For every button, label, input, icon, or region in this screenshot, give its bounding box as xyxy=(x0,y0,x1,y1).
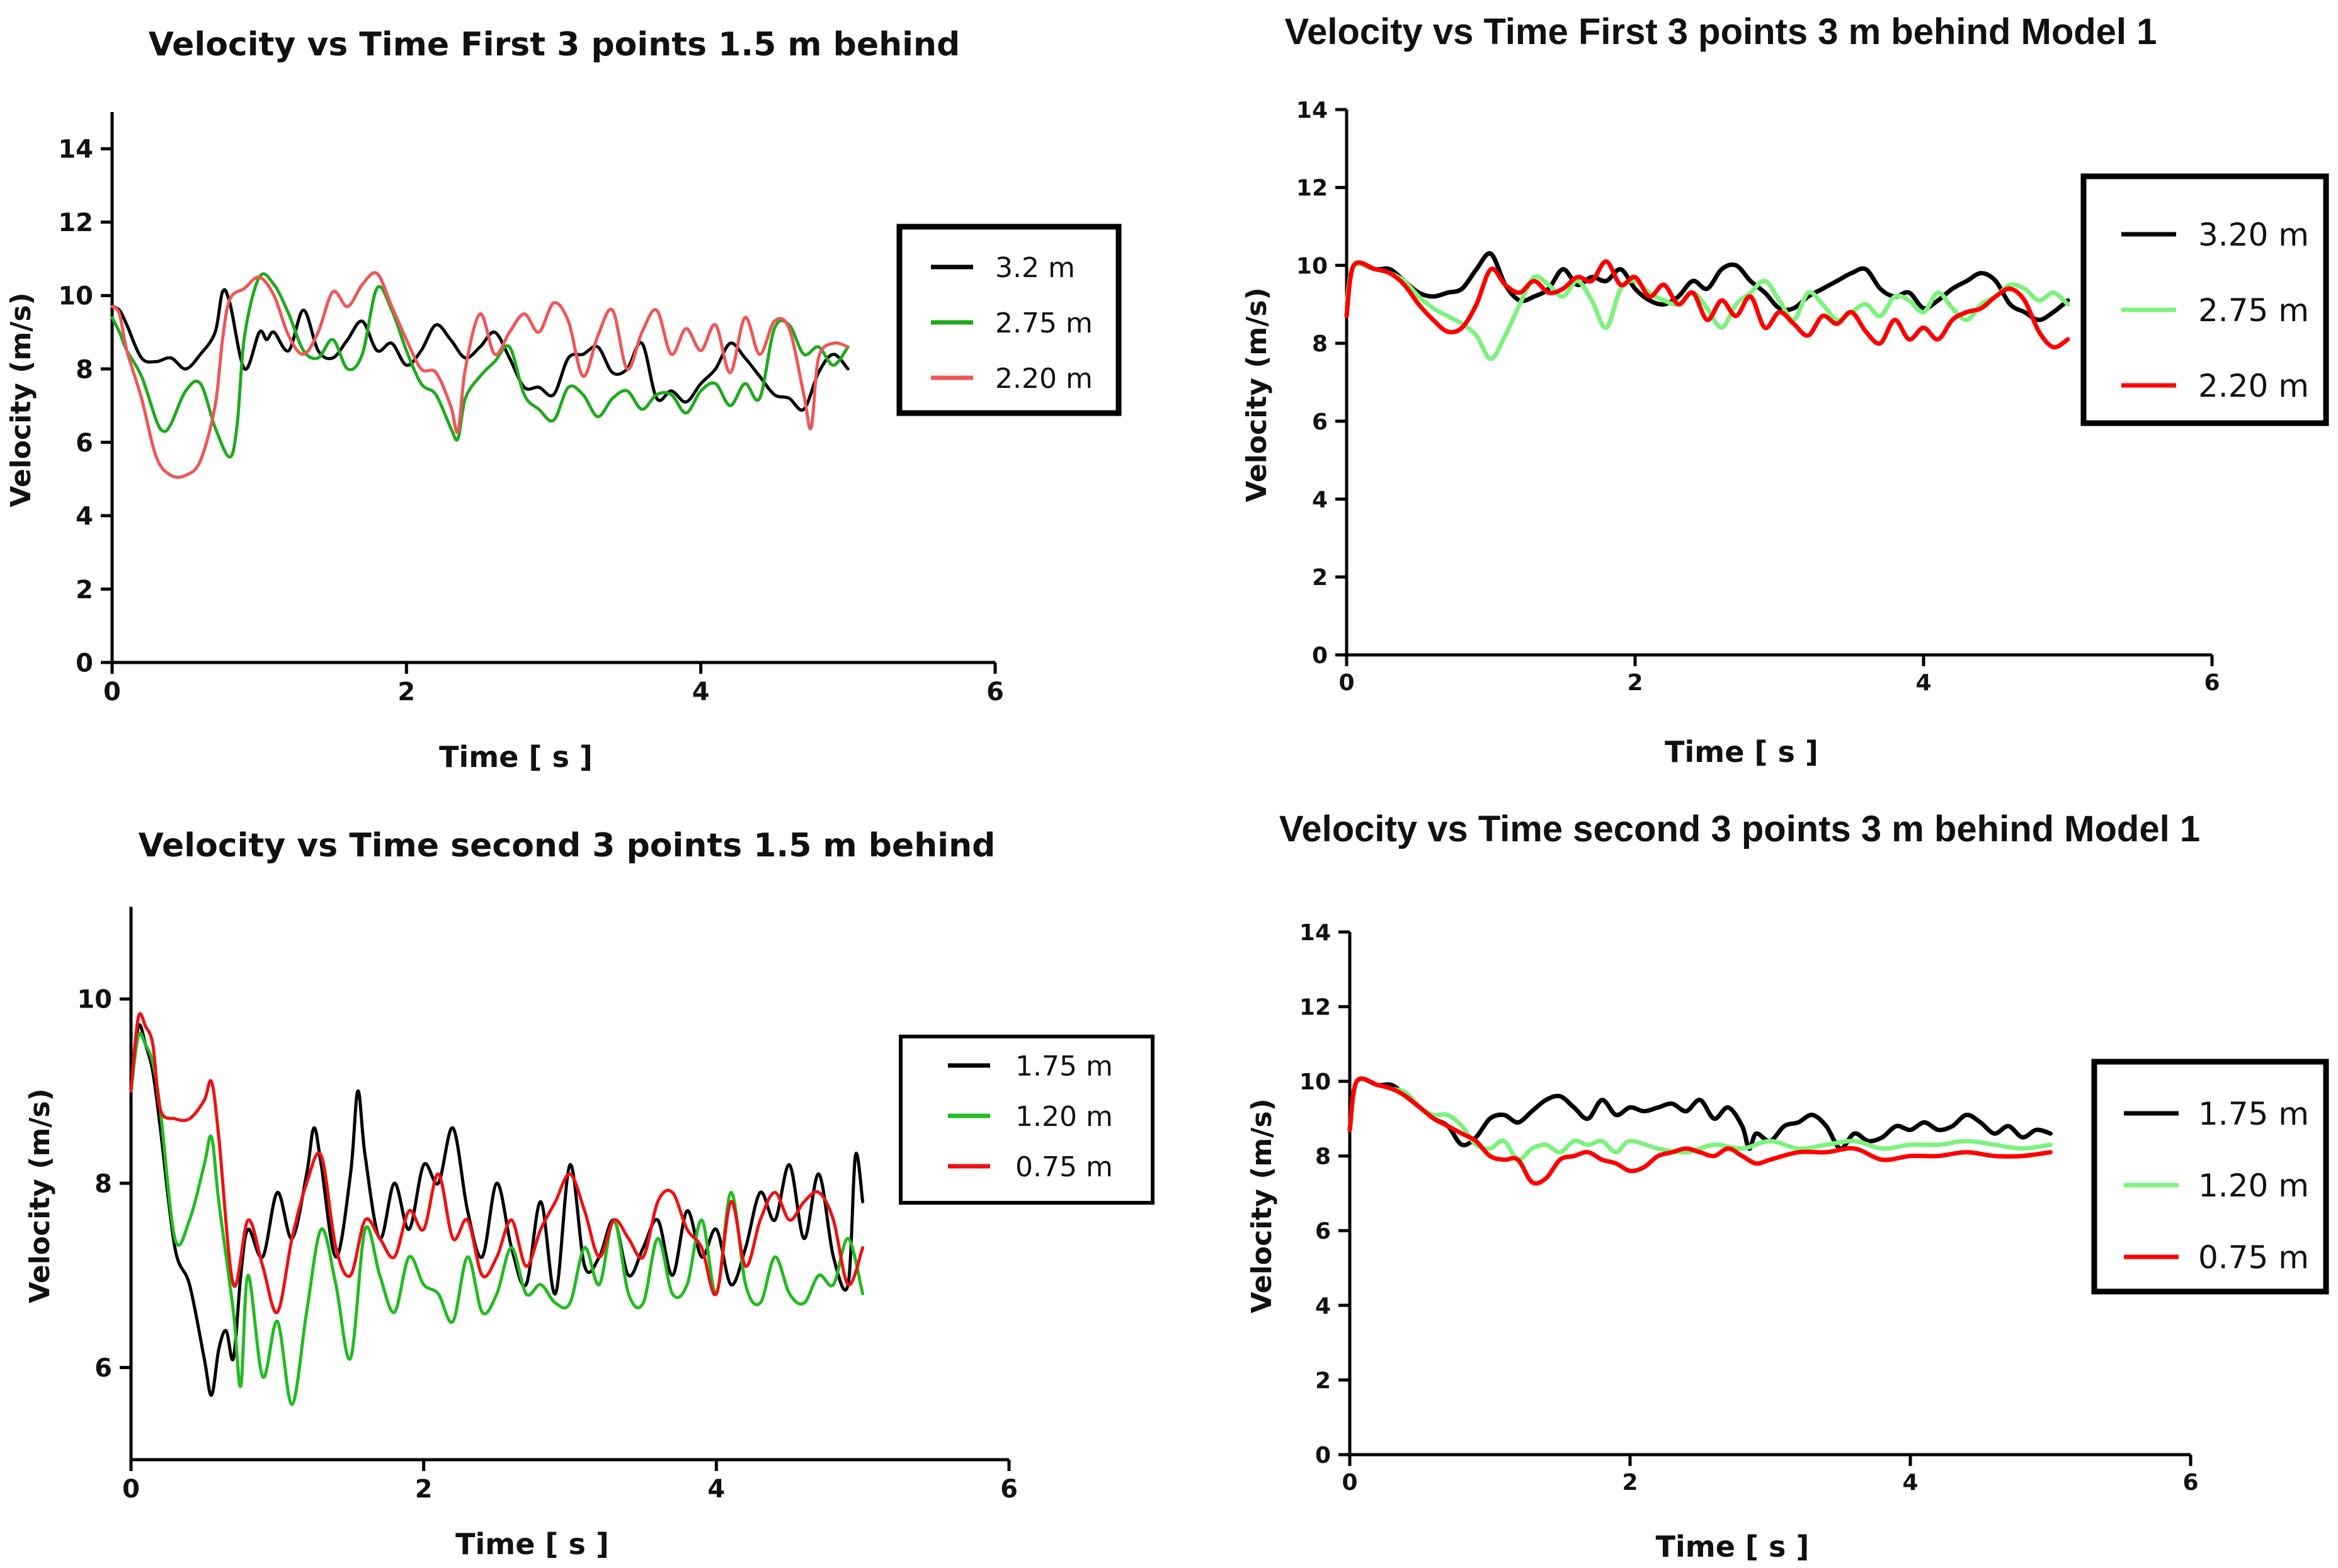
legend-label: 2.75 m xyxy=(995,307,1093,339)
y-tick-label: 14 xyxy=(58,135,93,164)
y-tick-label: 2 xyxy=(76,576,93,605)
y-tick-label: 12 xyxy=(58,208,93,237)
legend-label: 1.75 m xyxy=(2198,1096,2309,1132)
legend-label: 2.20 m xyxy=(2198,368,2309,404)
y-tick-label: 2 xyxy=(1315,1368,1331,1394)
y-tick-label: 8 xyxy=(76,355,93,384)
x-tick-label: 4 xyxy=(1902,1470,1918,1496)
y-tick-label: 10 xyxy=(1296,253,1328,279)
legend-label: 1.20 m xyxy=(2198,1167,2309,1204)
x-tick-label: 4 xyxy=(1915,670,1931,696)
y-tick-label: 6 xyxy=(1312,409,1328,435)
y-tick-label: 4 xyxy=(76,502,93,531)
y-tick-label: 8 xyxy=(1312,331,1328,357)
y-tick-label: 0 xyxy=(1315,1443,1331,1469)
series-line-3-20-m xyxy=(1344,251,2070,322)
x-axis-label: Time [ s ] xyxy=(455,1527,609,1561)
legend-box xyxy=(899,1035,1155,1205)
y-axis-label: Velocity (m/s) xyxy=(24,1088,56,1303)
series-line-3-2-m xyxy=(110,288,850,412)
legend-label: 0.75 m xyxy=(1015,1151,1113,1183)
legend: 1.75 m 1.20 m 0.75 m xyxy=(899,1035,1155,1205)
y-tick-label: 14 xyxy=(1296,98,1328,123)
y-tick-label: 4 xyxy=(1312,487,1328,513)
legend-box xyxy=(896,224,1122,416)
y-axis-label: Velocity (m/s) xyxy=(1246,1098,1278,1313)
y-tick-label: 2 xyxy=(1312,565,1328,591)
y-axis-label: Velocity (m/s) xyxy=(5,292,37,507)
legend: 1.75 m 1.20 m 0.75 m xyxy=(2091,1059,2329,1295)
x-tick-label: 2 xyxy=(397,678,415,707)
chart-title: Velocity vs Time second 3 points 1.5 m b… xyxy=(139,827,996,865)
chart-panel-3: Velocity vs Time second 3 points 1.5 m b… xyxy=(24,827,1155,1561)
x-tick-label: 6 xyxy=(1000,1475,1018,1504)
x-tick-label: 0 xyxy=(103,678,121,707)
chart-panel-1: Velocity vs Time First 3 points 1.5 m be… xyxy=(5,26,1122,774)
x-tick-label: 4 xyxy=(692,678,710,707)
legend-label: 1.20 m xyxy=(1015,1101,1113,1133)
y-tick-label: 6 xyxy=(94,1354,112,1383)
y-tick-label: 0 xyxy=(1312,643,1328,669)
x-tick-label: 0 xyxy=(1338,670,1354,696)
x-tick-label: 6 xyxy=(2182,1470,2198,1496)
y-tick-label: 0 xyxy=(76,649,93,678)
chart-panel-2: Velocity vs Time First 3 points 3 m behi… xyxy=(1241,11,2329,769)
x-axis-label: Time [ s ] xyxy=(439,740,593,774)
legend-box xyxy=(2080,173,2329,426)
series-line-1-75-m xyxy=(1347,1076,2053,1151)
x-tick-label: 0 xyxy=(122,1475,140,1504)
series-line-2-20-m xyxy=(1344,259,2070,349)
x-tick-label: 2 xyxy=(1627,670,1643,696)
y-axis-label: Velocity (m/s) xyxy=(1241,287,1273,502)
y-tick-label: 6 xyxy=(1315,1219,1331,1244)
x-tick-label: 6 xyxy=(986,678,1004,707)
y-tick-label: 12 xyxy=(1296,176,1328,202)
chart-title: Velocity vs Time second 3 points 3 m beh… xyxy=(1279,809,2200,849)
y-tick-label: 8 xyxy=(94,1169,112,1198)
legend: 3.20 m 2.75 m 2.20 m xyxy=(2080,173,2329,426)
x-tick-label: 4 xyxy=(707,1475,725,1504)
x-axis-label: Time [ s ] xyxy=(1665,735,1818,769)
x-tick-label: 2 xyxy=(1622,1470,1638,1496)
series-line-0-75-m xyxy=(1347,1076,2053,1186)
y-tick-label: 12 xyxy=(1299,995,1331,1021)
legend-label: 3.2 m xyxy=(995,252,1075,284)
legend-label: 1.75 m xyxy=(1015,1050,1113,1082)
legend-label: 3.20 m xyxy=(2198,217,2309,253)
series-line-1-20-m xyxy=(1347,1076,2053,1162)
y-tick-label: 10 xyxy=(58,282,93,311)
y-tick-label: 10 xyxy=(1299,1069,1331,1095)
legend-label: 2.20 m xyxy=(995,363,1093,395)
y-tick-label: 6 xyxy=(76,429,93,458)
y-tick-label: 4 xyxy=(1315,1293,1331,1319)
y-tick-label: 8 xyxy=(1315,1144,1331,1170)
legend-label: 2.75 m xyxy=(2198,292,2309,329)
series-line-2-75-m xyxy=(110,272,850,459)
x-tick-label: 2 xyxy=(415,1475,433,1504)
chart-title: Velocity vs Time First 3 points 3 m behi… xyxy=(1285,11,2157,52)
x-axis-label: Time [ s ] xyxy=(1656,1530,1810,1564)
legend-label: 0.75 m xyxy=(2198,1239,2309,1276)
chart-panel-4: Velocity vs Time second 3 points 3 m beh… xyxy=(1246,809,2329,1564)
series-line-2-75-m xyxy=(1344,261,2070,361)
x-tick-label: 0 xyxy=(1342,1470,1357,1496)
series-line-2-20-m xyxy=(110,271,850,479)
series-line-0-75-m xyxy=(129,1012,865,1314)
x-tick-label: 6 xyxy=(2204,670,2220,696)
series-line-1-75-m xyxy=(129,1023,865,1397)
y-tick-label: 14 xyxy=(1299,920,1331,946)
y-tick-label: 10 xyxy=(77,986,112,1014)
legend: 3.2 m 2.75 m 2.20 m xyxy=(896,224,1122,416)
chart-title: Velocity vs Time First 3 points 1.5 m be… xyxy=(149,26,961,64)
legend-box xyxy=(2091,1059,2329,1295)
